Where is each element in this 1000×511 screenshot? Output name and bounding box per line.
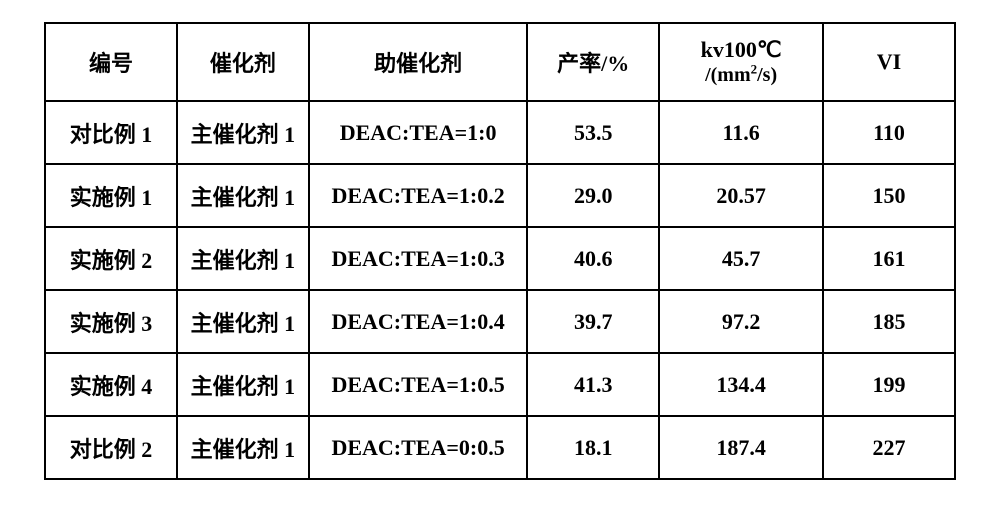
cell-yield: 29.0 [527, 164, 659, 227]
header-id: 编号 [45, 23, 177, 101]
cell-cat: 主催化剂 1 [177, 101, 309, 164]
cell-yield: 41.3 [527, 353, 659, 416]
cell-id: 对比例 1 [45, 101, 177, 164]
table-row: 对比例 1 主催化剂 1 DEAC:TEA=1:0 53.5 11.6 110 [45, 101, 955, 164]
cell-kv: 11.6 [659, 101, 823, 164]
cell-cocat: DEAC:TEA=1:0 [309, 101, 527, 164]
page: 编号 催化剂 助催化剂 产率/% kv100℃ /(mm2/s) VI 对比例 … [0, 0, 1000, 502]
cell-vi: 227 [823, 416, 955, 479]
cell-vi: 110 [823, 101, 955, 164]
cell-kv: 97.2 [659, 290, 823, 353]
cell-cocat: DEAC:TEA=1:0.5 [309, 353, 527, 416]
header-cocat: 助催化剂 [309, 23, 527, 101]
cell-yield: 53.5 [527, 101, 659, 164]
cell-id: 实施例 2 [45, 227, 177, 290]
header-vi: VI [823, 23, 955, 101]
cell-vi: 185 [823, 290, 955, 353]
cell-kv: 187.4 [659, 416, 823, 479]
header-kv-line1: kv100℃ [664, 37, 818, 63]
cell-cat: 主催化剂 1 [177, 353, 309, 416]
cell-cat: 主催化剂 1 [177, 164, 309, 227]
cell-vi: 150 [823, 164, 955, 227]
cell-cat: 主催化剂 1 [177, 227, 309, 290]
table-row: 实施例 2 主催化剂 1 DEAC:TEA=1:0.3 40.6 45.7 16… [45, 227, 955, 290]
table-row: 实施例 3 主催化剂 1 DEAC:TEA=1:0.4 39.7 97.2 18… [45, 290, 955, 353]
table-row: 对比例 2 主催化剂 1 DEAC:TEA=0:0.5 18.1 187.4 2… [45, 416, 955, 479]
header-kv-line2: /(mm2/s) [664, 63, 818, 87]
cell-id: 实施例 4 [45, 353, 177, 416]
cell-id: 实施例 1 [45, 164, 177, 227]
cell-cat: 主催化剂 1 [177, 416, 309, 479]
cell-id: 实施例 3 [45, 290, 177, 353]
cell-cocat: DEAC:TEA=1:0.3 [309, 227, 527, 290]
cell-cat: 主催化剂 1 [177, 290, 309, 353]
cell-kv: 45.7 [659, 227, 823, 290]
header-kv: kv100℃ /(mm2/s) [659, 23, 823, 101]
cell-vi: 161 [823, 227, 955, 290]
header-cat: 催化剂 [177, 23, 309, 101]
cell-cocat: DEAC:TEA=1:0.2 [309, 164, 527, 227]
cell-kv: 134.4 [659, 353, 823, 416]
header-yield: 产率/% [527, 23, 659, 101]
cell-yield: 18.1 [527, 416, 659, 479]
cell-cocat: DEAC:TEA=1:0.4 [309, 290, 527, 353]
table-header-row: 编号 催化剂 助催化剂 产率/% kv100℃ /(mm2/s) VI [45, 23, 955, 101]
cell-id: 对比例 2 [45, 416, 177, 479]
data-table: 编号 催化剂 助催化剂 产率/% kv100℃ /(mm2/s) VI 对比例 … [44, 22, 956, 480]
cell-kv: 20.57 [659, 164, 823, 227]
table-row: 实施例 1 主催化剂 1 DEAC:TEA=1:0.2 29.0 20.57 1… [45, 164, 955, 227]
cell-vi: 199 [823, 353, 955, 416]
table-row: 实施例 4 主催化剂 1 DEAC:TEA=1:0.5 41.3 134.4 1… [45, 353, 955, 416]
cell-yield: 39.7 [527, 290, 659, 353]
cell-cocat: DEAC:TEA=0:0.5 [309, 416, 527, 479]
cell-yield: 40.6 [527, 227, 659, 290]
